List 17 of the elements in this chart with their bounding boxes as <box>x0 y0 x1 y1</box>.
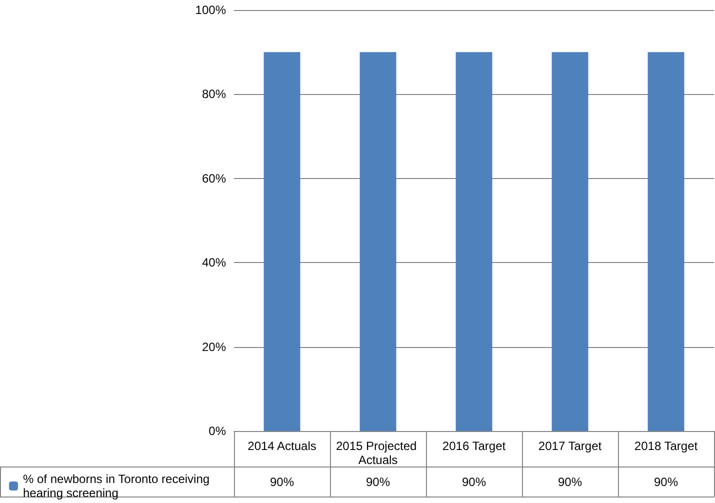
y-tick-label: 40% <box>202 256 226 270</box>
data-label: 90% <box>366 475 390 489</box>
y-tick-label: 80% <box>202 87 226 102</box>
y-tick-label: 0% <box>208 424 226 438</box>
y-tick-label: 20% <box>202 340 226 354</box>
data-label: 90% <box>654 475 678 489</box>
data-label: 90% <box>270 475 294 489</box>
data-label: 90% <box>558 475 582 489</box>
x-tick-label: 2014 Actuals <box>248 439 316 453</box>
y-tick-label: 60% <box>202 171 226 186</box>
legend-label: % of newborns in Toronto receiving hearing screening <box>23 472 213 500</box>
x-tick-label: 2018 Target <box>634 439 698 453</box>
x-tick-label: 2017 Target <box>538 439 602 453</box>
y-tick-label: 100% <box>195 3 226 17</box>
x-tick-label: 2015 Projected Actuals <box>336 439 420 467</box>
data-label: 90% <box>462 475 486 489</box>
x-tick-label: 2016 Target <box>442 439 506 453</box>
